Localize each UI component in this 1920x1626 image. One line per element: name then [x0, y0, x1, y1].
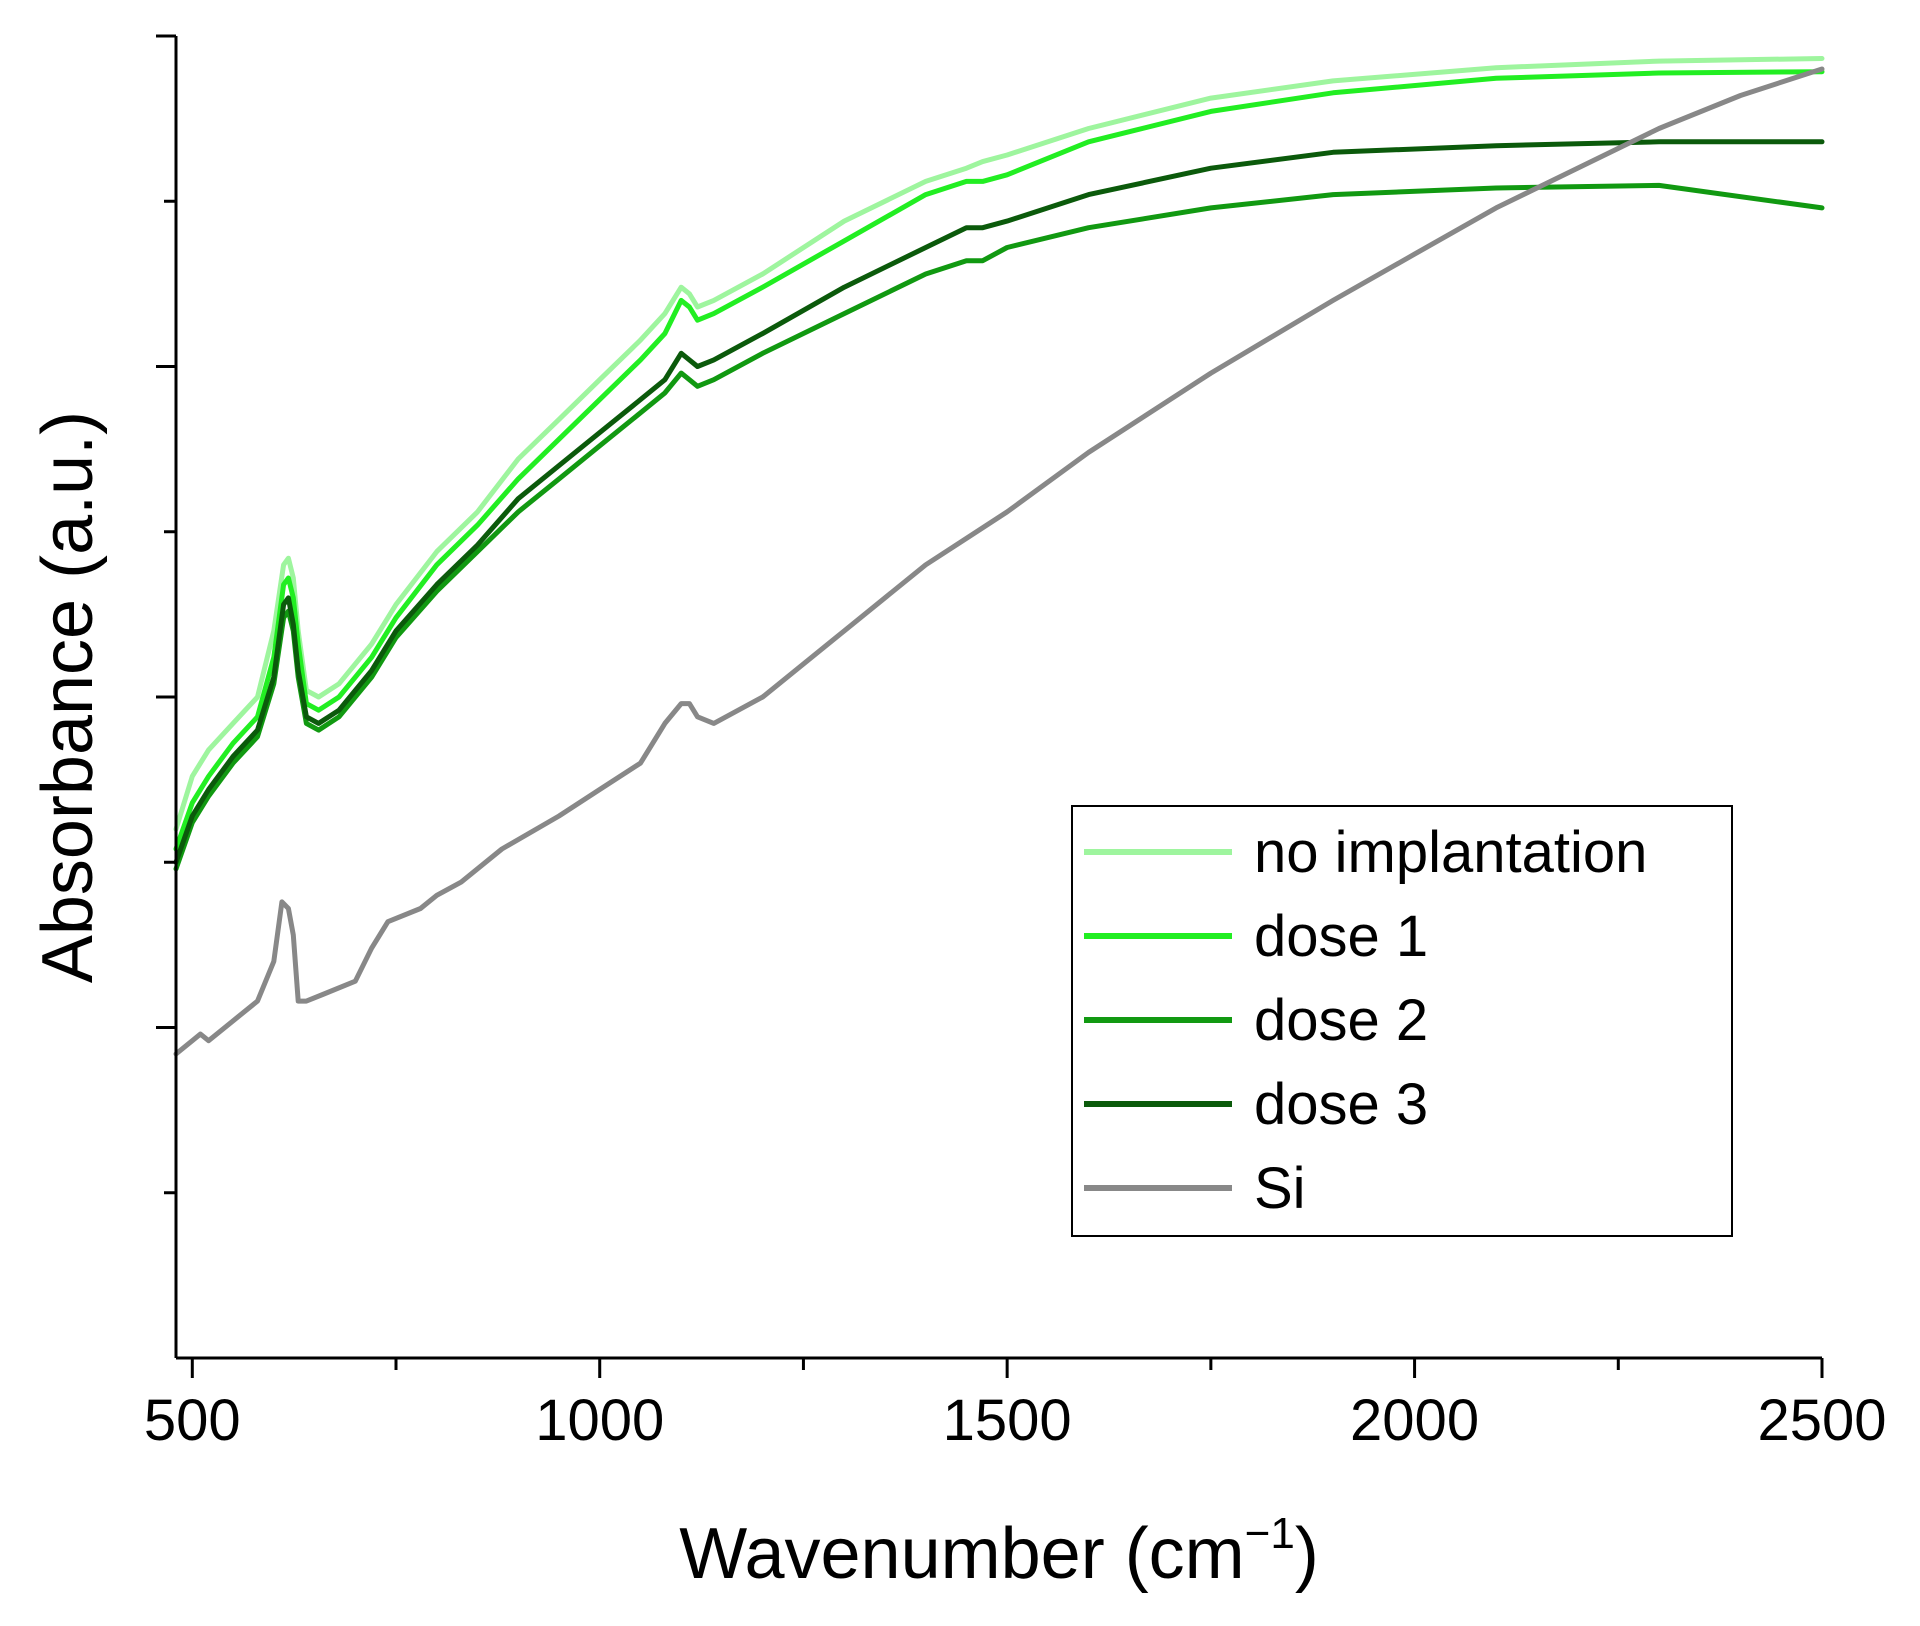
x-tick-label: 500: [144, 1388, 241, 1453]
series-line-no-implantation: [173, 56, 1825, 832]
x-tick-label: 1000: [535, 1388, 664, 1453]
series-line-dose-3: [173, 139, 1825, 865]
legend-entries: no implantation dose 1 dose 2 dose 3 Si: [1084, 820, 1647, 1221]
x-tick-label: 1500: [943, 1388, 1072, 1453]
legend-label: Si: [1254, 1156, 1306, 1221]
legend-label: dose 2: [1254, 988, 1428, 1053]
x-axis-title-main: Wavenumber (cm: [679, 1514, 1244, 1594]
x-axis-title: Wavenumber (cm−1): [679, 1509, 1319, 1594]
series-line-si: [173, 66, 1825, 1057]
x-tick-label: 2500: [1757, 1388, 1886, 1453]
legend-label: no implantation: [1254, 820, 1647, 885]
y-ticks: [156, 34, 176, 1195]
series-layer: [173, 56, 1825, 1057]
x-tick-label: 2000: [1350, 1388, 1479, 1453]
y-axis-title: Absorbance (a.u.): [28, 411, 108, 983]
x-axis-title-close: ): [1295, 1514, 1319, 1594]
legend-label: dose 3: [1254, 1072, 1428, 1137]
legend-label: dose 1: [1254, 904, 1428, 969]
x-tick-labels: 500 1000 1500 2000 2500: [144, 1388, 1887, 1453]
legend: no implantation dose 1 dose 2 dose 3 Si: [1071, 805, 1733, 1237]
series-line-dose-1: [173, 69, 1825, 852]
x-axis-title-superscript: −1: [1245, 1509, 1295, 1558]
x-ticks: [190, 1358, 1824, 1378]
